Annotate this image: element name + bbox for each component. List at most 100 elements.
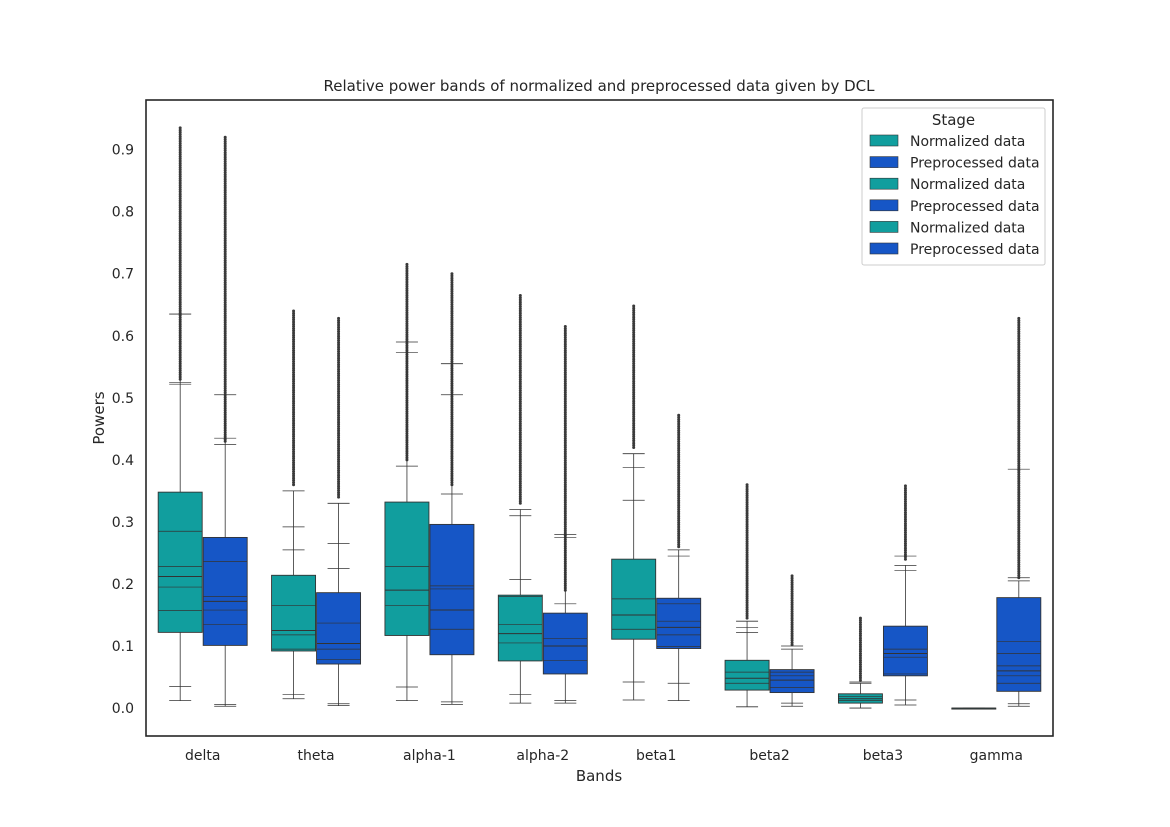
outlier-point <box>450 292 454 295</box>
outlier-point <box>677 494 681 498</box>
outlier-point <box>745 572 749 576</box>
outlier-point <box>405 324 409 328</box>
outlier-point <box>677 424 681 428</box>
outlier-point <box>1017 402 1021 406</box>
outlier-point <box>563 487 567 491</box>
outlier-point <box>790 621 794 625</box>
outlier-point <box>518 296 522 300</box>
outlier-point <box>632 320 636 323</box>
outlier-point <box>518 378 522 381</box>
outlier-point <box>745 485 749 489</box>
outlier-point <box>1017 558 1021 562</box>
outlier-point <box>745 581 749 585</box>
outlier-point <box>178 214 182 218</box>
outlier-point <box>178 159 182 163</box>
outlier-point <box>405 302 409 306</box>
outlier-point <box>178 221 182 225</box>
outlier-point <box>677 442 681 446</box>
outlier-point <box>518 382 522 386</box>
outlier-point <box>337 323 341 327</box>
outlier-point <box>903 539 907 543</box>
box-normalized-alpha-1 <box>384 262 430 702</box>
outlier-point <box>337 356 341 360</box>
outlier-point <box>518 459 522 463</box>
outlier-point <box>223 162 227 166</box>
outlier-point <box>563 437 567 441</box>
outlier-point <box>337 361 341 364</box>
outlier-point <box>632 388 636 392</box>
outlier-point <box>450 300 454 304</box>
outlier-point <box>223 179 227 183</box>
outlier-point <box>223 210 227 214</box>
outlier-point <box>1017 545 1021 549</box>
outlier-point <box>563 379 567 383</box>
outlier-point <box>223 173 227 177</box>
outlier-point <box>223 234 227 238</box>
outlier-point <box>223 360 227 364</box>
outlier-point <box>563 375 567 379</box>
outlier-point <box>790 625 794 629</box>
outlier-point <box>405 278 409 282</box>
outlier-point <box>1017 481 1021 485</box>
outlier-point <box>677 508 681 511</box>
outlier-point <box>858 623 862 627</box>
outlier-point <box>223 153 227 157</box>
outlier-point <box>518 417 522 421</box>
outlier-point <box>292 331 296 335</box>
outlier-point <box>858 634 862 638</box>
outlier-point <box>745 524 749 528</box>
outlier-point <box>745 590 749 594</box>
outlier-point <box>450 333 454 337</box>
outlier-point <box>292 454 296 458</box>
outlier-point <box>178 148 182 152</box>
outlier-point <box>223 382 227 386</box>
outlier-point <box>450 357 454 361</box>
outlier-point <box>405 309 409 312</box>
outlier-point <box>450 360 454 364</box>
outlier-point <box>1017 541 1021 545</box>
outlier-point <box>632 404 636 407</box>
outlier-point <box>223 188 227 192</box>
outlier-point <box>450 336 454 339</box>
outlier-point <box>337 414 341 417</box>
outlier-point <box>405 317 409 321</box>
outlier-point <box>1017 446 1021 450</box>
outlier-point <box>1017 360 1021 364</box>
outlier-point <box>563 445 567 449</box>
y-tick-label: 0.9 <box>112 143 134 159</box>
outlier-point <box>223 164 227 168</box>
legend-label: Normalized data <box>910 177 1025 193</box>
outlier-point <box>518 501 522 505</box>
outlier-point <box>292 399 296 403</box>
outlier-point <box>450 309 454 313</box>
outlier-point <box>292 320 296 324</box>
outlier-point <box>677 492 681 496</box>
outlier-point <box>745 605 749 609</box>
outlier-point <box>563 443 567 447</box>
outlier-point <box>178 245 182 249</box>
outlier-point <box>1017 338 1021 342</box>
outlier-point <box>223 323 227 326</box>
outlier-point <box>223 371 227 375</box>
outlier-point <box>337 495 341 499</box>
outlier-point <box>337 411 341 415</box>
outlier-point <box>178 307 182 311</box>
outlier-point <box>518 457 522 461</box>
outlier-point <box>292 355 296 359</box>
outlier-point <box>337 455 341 459</box>
outlier-point <box>677 433 681 437</box>
outlier-point <box>1017 365 1021 369</box>
outlier-point <box>292 390 296 394</box>
outlier-point <box>563 399 567 403</box>
outlier-point <box>223 252 227 256</box>
outlier-point <box>903 548 907 552</box>
outlier-point <box>1017 352 1021 356</box>
outlier-point <box>450 298 454 302</box>
outlier-point <box>337 471 341 475</box>
outlier-point <box>790 587 794 591</box>
outlier-point <box>1017 512 1021 516</box>
outlier-point <box>1017 369 1021 373</box>
outlier-point <box>903 500 907 503</box>
outlier-point <box>178 205 182 209</box>
